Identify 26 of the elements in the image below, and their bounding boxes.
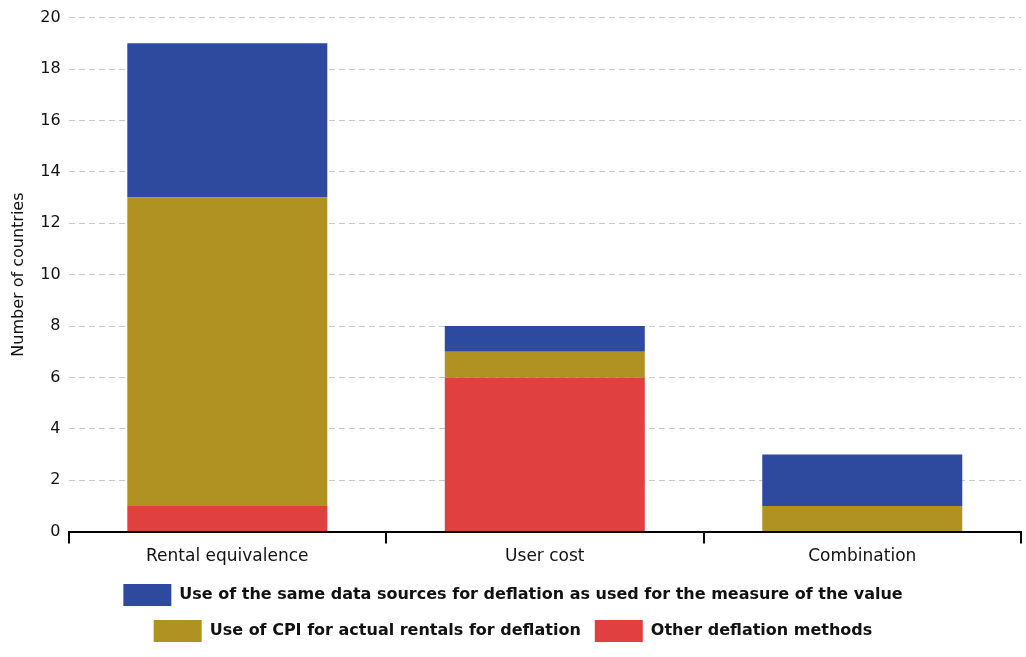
y-tick-label: 0 — [50, 520, 61, 540]
bar — [444, 377, 645, 532]
bar — [127, 197, 328, 506]
legend-label: Other deflation methods — [650, 620, 873, 640]
y-tick-label: 6 — [50, 366, 61, 386]
y-tick-label: 10 — [40, 263, 61, 283]
y-tick-label: 20 — [40, 6, 61, 26]
y-tick-label: 18 — [40, 58, 61, 78]
y-tick-label: 12 — [40, 212, 61, 232]
x-tick-label: Combination — [808, 545, 917, 566]
bar — [762, 505, 963, 532]
bar — [127, 505, 328, 532]
y-tick-label: 16 — [40, 109, 61, 129]
bar — [127, 43, 328, 198]
legend-label: Use of CPI for actual rentals for deflation — [209, 620, 581, 640]
x-tick-label: User cost — [505, 545, 585, 566]
y-tick-label: 8 — [50, 315, 61, 335]
legend-label: Use of the same data sources for deflation as used for the measure of the value — [179, 584, 903, 604]
bar — [444, 351, 645, 378]
y-axis-title: Number of countries — [7, 192, 27, 357]
y-tick-label: 4 — [50, 417, 61, 437]
bar — [444, 326, 645, 352]
y-tick-label: 14 — [40, 160, 61, 180]
x-tick-label: Rental equivalence — [146, 545, 309, 566]
y-tick-label: 2 — [50, 469, 61, 489]
bar — [762, 454, 963, 506]
